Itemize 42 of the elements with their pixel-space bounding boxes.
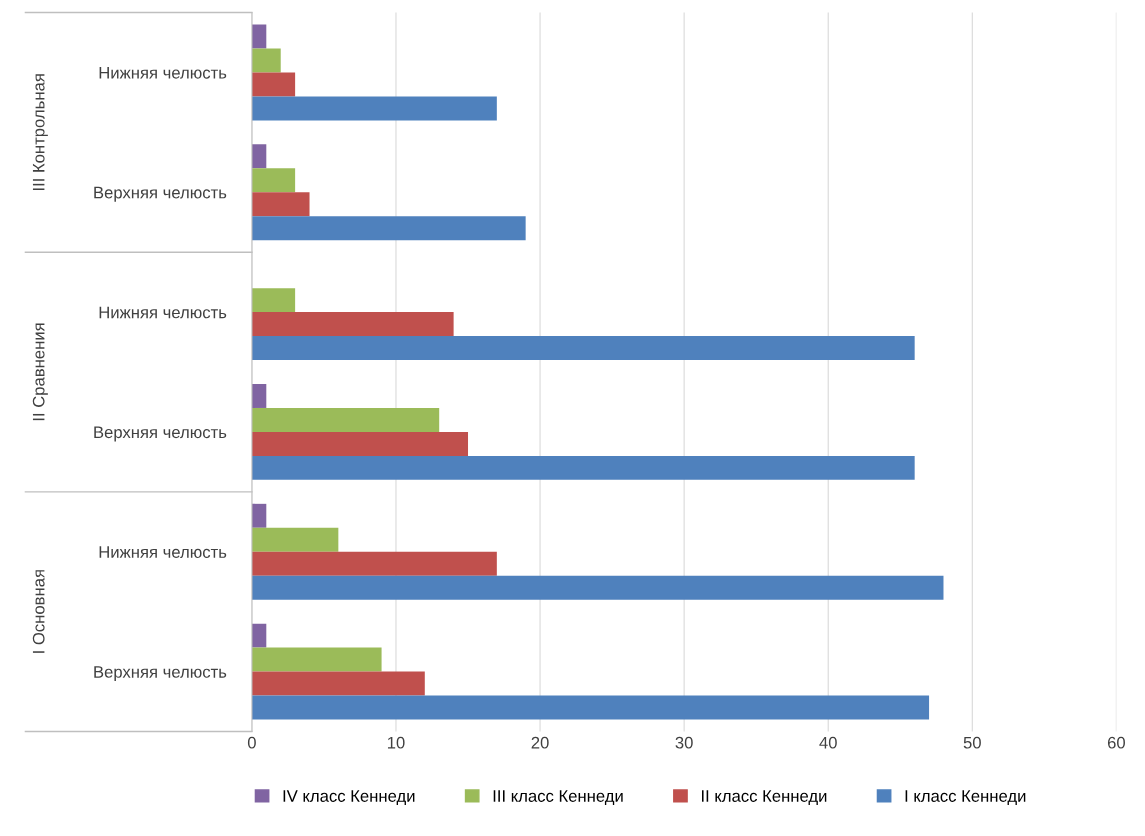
- y-tick-label: Верхняя челюсть: [94, 186, 227, 202]
- bar: [251, 216, 526, 241]
- x-tick-label: 0: [247, 736, 256, 749]
- bar: [251, 288, 296, 313]
- bar: [251, 695, 930, 720]
- bar: [251, 455, 915, 480]
- bar: [251, 647, 382, 672]
- y-tick-label: Нижняя челюсть: [99, 67, 227, 79]
- y-tick-label: Верхняя челюсть: [94, 666, 227, 682]
- bar: [251, 336, 915, 361]
- bar: [251, 671, 425, 696]
- legend-label: I класс Кеннеди: [905, 790, 1026, 806]
- y-tick-label: Нижняя челюсть: [99, 306, 227, 319]
- legend-label: III класс Кеннеди: [493, 790, 623, 806]
- bar: [251, 48, 281, 73]
- bar: [251, 168, 296, 193]
- x-tick-label: 30: [675, 736, 693, 749]
- bar: [251, 431, 469, 456]
- y-tick-label: Верхняя челюсть: [94, 426, 227, 442]
- bar: [251, 527, 339, 552]
- bar: [251, 407, 440, 432]
- bar: [251, 575, 944, 600]
- x-tick-label: 10: [387, 736, 405, 749]
- bar: [251, 192, 310, 217]
- bar: [251, 144, 267, 169]
- legend-label: II класс Кеннеди: [701, 790, 827, 806]
- bar: [251, 72, 296, 97]
- y-tick-label: Нижняя челюсть: [99, 546, 227, 558]
- x-tick-label: 60: [1107, 736, 1125, 749]
- x-tick-label: 20: [531, 736, 549, 749]
- bar: [251, 312, 454, 337]
- bar: [251, 384, 267, 408]
- bar: [251, 623, 267, 648]
- bar: [251, 96, 497, 121]
- text: I Основная: [32, 570, 45, 653]
- legend-label: IV класс Кеннеди: [283, 790, 415, 806]
- text: III Контрольная: [32, 74, 48, 191]
- bar: [251, 551, 497, 576]
- text: II Сравнения: [32, 323, 48, 421]
- x-tick-label: 40: [819, 736, 837, 749]
- x-tick-label: 50: [963, 736, 981, 749]
- bar: [251, 503, 267, 528]
